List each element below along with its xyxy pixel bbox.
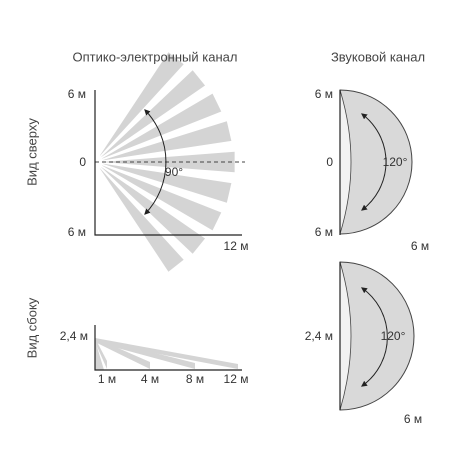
label: 6 м <box>315 225 333 239</box>
axis <box>94 325 242 371</box>
beam <box>95 338 107 369</box>
label: 0 <box>326 155 333 169</box>
label: 0 <box>79 155 86 169</box>
column-header: Звуковой канал <box>331 49 425 64</box>
beam-fan <box>99 52 235 272</box>
beam <box>101 70 206 158</box>
sound-zone <box>339 261 415 411</box>
beam <box>95 340 104 370</box>
row-label: Вид сбоку <box>24 297 39 358</box>
label: 4 м <box>141 372 159 386</box>
angle-arc <box>361 287 388 387</box>
beam <box>99 168 184 272</box>
angle-arc <box>361 113 387 211</box>
beam <box>95 338 150 369</box>
label: 12 м <box>224 372 249 386</box>
angle-label: 120° <box>383 155 408 169</box>
label: 2,4 м <box>60 329 88 343</box>
label: 6 м <box>68 87 86 101</box>
sound-near-zone <box>339 89 352 235</box>
label: 1 м <box>98 372 116 386</box>
side-beams <box>95 338 238 370</box>
beam <box>99 52 184 156</box>
row-label: Вид сверху <box>24 118 39 186</box>
angle-arc <box>144 109 167 215</box>
axis <box>94 90 242 236</box>
label: 2,4 м <box>305 329 333 343</box>
angle-label: 120° <box>381 329 406 343</box>
beam <box>102 163 232 203</box>
label: 6 м <box>315 87 333 101</box>
label: 6 м <box>68 225 86 239</box>
sound-near-zone <box>339 261 352 411</box>
beam <box>95 338 238 369</box>
beam <box>102 165 222 231</box>
beam <box>102 121 232 161</box>
label: 6 м <box>404 412 422 426</box>
label: 6 м <box>411 239 429 253</box>
beam <box>102 93 222 159</box>
label: 8 м <box>186 372 204 386</box>
column-header: Оптико-электронный канал <box>73 49 238 64</box>
angle-label: 90° <box>165 165 183 179</box>
sound-zone <box>339 89 413 235</box>
beam <box>101 166 206 254</box>
label: 12 м <box>224 239 249 253</box>
